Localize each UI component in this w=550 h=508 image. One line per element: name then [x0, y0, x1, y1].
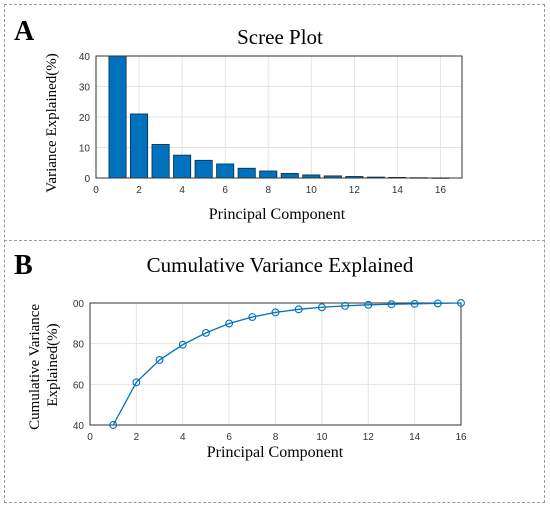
- y-tick-label: 20: [79, 113, 91, 124]
- x-tick-label: 0: [87, 432, 93, 443]
- series-point: [178, 340, 187, 349]
- x-tick-label: 2: [136, 185, 142, 196]
- y-tick-label: 60: [73, 380, 85, 391]
- scree-plot-axes-box: [95, 55, 463, 179]
- cumulative-plot-ylabel-line1: Cumulative Variance: [27, 304, 43, 430]
- scree-plot-xlabel: Principal Component: [209, 206, 346, 223]
- cumulative-plot-series: [109, 299, 465, 429]
- y-tick-label: 30: [79, 83, 91, 94]
- cumulative-plot-grid: [89, 302, 462, 426]
- x-tick-label: 8: [273, 432, 279, 443]
- series-point: [271, 308, 280, 317]
- series-point: [364, 300, 373, 309]
- cumulative-plot-y-ticks: 40 60 80 00: [73, 299, 85, 432]
- x-tick-label: 6: [222, 185, 228, 196]
- x-tick-label: 12: [349, 185, 361, 196]
- series-point: [387, 300, 396, 309]
- x-tick-label: 8: [265, 185, 271, 196]
- x-tick-label: 16: [455, 432, 467, 443]
- panel-b-label: B: [14, 250, 33, 281]
- panel-a-label: A: [14, 16, 35, 47]
- series-point: [457, 299, 465, 307]
- x-tick-label: 14: [392, 185, 404, 196]
- scree-plot-y-ticks: 0 10 20 30 40: [79, 52, 91, 185]
- cumulative-plot-ylabel: Cumulative Variance Explained(%): [27, 300, 61, 430]
- series-line: [112, 302, 462, 426]
- figure-frame: [4, 4, 545, 503]
- y-tick-label: 40: [73, 421, 85, 432]
- x-tick-label: 6: [226, 432, 232, 443]
- series-point: [341, 301, 350, 310]
- series-point: [225, 319, 234, 328]
- series-point: [433, 299, 442, 308]
- scree-plot: Scree Plot 0 2 4 6 8 10 12 14 16 0 10 20 30 40 Princ…: [44, 25, 463, 223]
- series-point: [132, 378, 141, 387]
- x-tick-label: 4: [179, 185, 185, 196]
- scree-plot-title: Scree Plot: [237, 25, 323, 49]
- cumulative-plot-x-ticks: 0 2 4 6 8 10 12 14 16: [87, 432, 467, 443]
- scree-plot-x-ticks: 0 2 4 6 8 10 12 14 16: [93, 185, 446, 196]
- x-tick-label: 2: [134, 432, 140, 443]
- series-point: [248, 313, 257, 321]
- series-point: [294, 305, 303, 314]
- x-tick-label: 12: [363, 432, 375, 443]
- y-tick-label: 10: [79, 144, 91, 155]
- x-tick-label: 4: [180, 432, 186, 443]
- cumulative-plot-xlabel: Principal Component: [207, 444, 344, 461]
- panel-divider: [4, 240, 545, 241]
- y-tick-label: 00: [73, 299, 85, 310]
- series-point: [410, 299, 419, 308]
- x-tick-label: 10: [306, 185, 318, 196]
- cumulative-plot-title: Cumulative Variance Explained: [147, 253, 414, 277]
- y-tick-label: 80: [73, 340, 85, 351]
- series-point: [109, 421, 118, 429]
- cumulative-plot-axes-box: [89, 302, 462, 426]
- x-tick-label: 14: [409, 432, 421, 443]
- cumulative-plot-ylabel-line2: Explained(%): [45, 323, 61, 406]
- series-point: [155, 355, 164, 364]
- series-point: [201, 328, 210, 337]
- series-point: [317, 303, 326, 312]
- y-tick-label: 0: [84, 174, 90, 185]
- y-tick-label: 40: [79, 52, 91, 63]
- x-tick-label: 16: [435, 185, 447, 196]
- x-tick-label: 10: [316, 432, 328, 443]
- scree-plot-ylabel: Variance Explained(%): [44, 53, 60, 193]
- x-tick-label: 0: [93, 185, 99, 196]
